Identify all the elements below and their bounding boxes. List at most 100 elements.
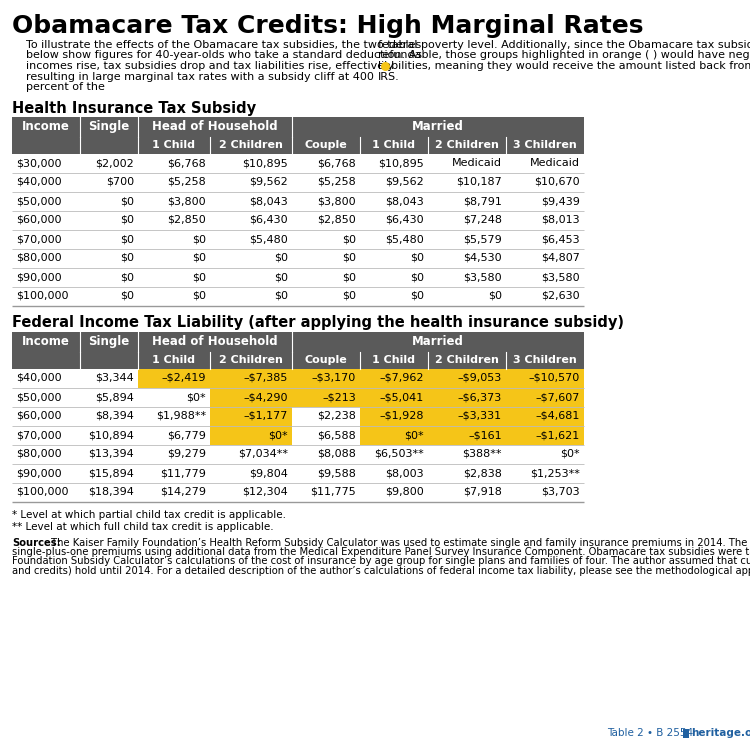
Text: $5,258: $5,258 [317, 177, 356, 187]
Text: $10,187: $10,187 [456, 177, 502, 187]
Text: $6,588: $6,588 [317, 430, 356, 440]
Text: $8,003: $8,003 [386, 468, 424, 478]
Text: $11,779: $11,779 [160, 468, 206, 478]
Text: $3,703: $3,703 [542, 487, 580, 497]
Text: $7,248: $7,248 [463, 215, 502, 225]
Bar [428, 388, 506, 406]
Text: –$3,170: –$3,170 [312, 373, 356, 383]
Text: Obamacare Tax Credits: High Marginal Rates: Obamacare Tax Credits: High Marginal Rat… [12, 14, 644, 38]
Text: 1 Child: 1 Child [373, 140, 416, 150]
Text: $8,013: $8,013 [542, 215, 580, 225]
Text: $80,000: $80,000 [16, 449, 62, 459]
Text: $9,800: $9,800 [386, 487, 424, 497]
Text: Head of Household: Head of Household [152, 120, 278, 133]
Text: $8,043: $8,043 [249, 196, 288, 206]
Text: $0*: $0* [268, 430, 288, 440]
Text: $3,800: $3,800 [167, 196, 206, 206]
Text: 1 Child: 1 Child [152, 355, 196, 365]
Text: single-plus-one premiums using additional data from the Medical Expenditure Pane: single-plus-one premiums using additiona… [12, 547, 750, 557]
Text: $10,894: $10,894 [88, 430, 134, 440]
Text: 3 Children: 3 Children [513, 355, 577, 365]
Text: $1,988**: $1,988** [156, 411, 206, 421]
Text: $6,768: $6,768 [317, 158, 356, 168]
Text: Health Insurance Tax Subsidy: Health Insurance Tax Subsidy [12, 100, 256, 115]
Text: $40,000: $40,000 [16, 373, 62, 383]
Text: $80,000: $80,000 [16, 253, 62, 263]
Text: –$4,681: –$4,681 [536, 411, 580, 421]
Text: –$10,570: –$10,570 [529, 373, 580, 383]
Text: federal poverty level. Additionally, since the Obamacare tax subsidy is: federal poverty level. Additionally, sin… [378, 40, 750, 50]
Bar [138, 368, 210, 388]
Text: and credits) hold until 2014. For a detailed description of the author’s calcula: and credits) hold until 2014. For a deta… [12, 566, 750, 576]
Text: –$7,962: –$7,962 [380, 373, 424, 383]
Text: $1,253**: $1,253** [530, 468, 580, 478]
Text: $60,000: $60,000 [16, 215, 62, 225]
Text: $0: $0 [274, 272, 288, 282]
Text: $3,344: $3,344 [95, 373, 134, 383]
Text: The Kaiser Family Foundation’s Health Reform Subsidy Calculator was used to esti: The Kaiser Family Foundation’s Health Re… [48, 537, 750, 548]
Text: –$7,385: –$7,385 [244, 373, 288, 383]
Text: * Level at which partial child tax credit is applicable.: * Level at which partial child tax credi… [12, 510, 286, 521]
Text: –$161: –$161 [468, 430, 502, 440]
Bar [210, 368, 292, 388]
Text: $9,279: $9,279 [167, 449, 206, 459]
Text: 2 Children: 2 Children [219, 140, 283, 150]
Text: $11,775: $11,775 [310, 487, 356, 497]
Text: –$6,373: –$6,373 [458, 392, 502, 402]
Text: $0: $0 [342, 253, 356, 263]
Text: refundable, those groups highlighted in orange ( ) would have negative tax: refundable, those groups highlighted in … [378, 51, 750, 60]
Text: $2,002: $2,002 [95, 158, 134, 168]
Bar [210, 406, 292, 426]
Bar [12, 117, 584, 136]
Text: Head of Household: Head of Household [152, 335, 278, 348]
Text: $18,394: $18,394 [88, 487, 134, 497]
Text: $0: $0 [192, 234, 206, 244]
Text: $6,430: $6,430 [386, 215, 424, 225]
Text: $15,894: $15,894 [88, 468, 134, 478]
Text: $6,768: $6,768 [167, 158, 206, 168]
Text: $40,000: $40,000 [16, 177, 62, 187]
Bar [210, 426, 292, 444]
Bar [428, 406, 506, 426]
Text: $6,779: $6,779 [167, 430, 206, 440]
Text: $50,000: $50,000 [16, 196, 62, 206]
Text: $60,000: $60,000 [16, 411, 62, 421]
Text: $100,000: $100,000 [16, 291, 68, 301]
Text: $0: $0 [342, 291, 356, 301]
Text: $0: $0 [342, 234, 356, 244]
Text: $9,588: $9,588 [317, 468, 356, 478]
Text: $700: $700 [106, 177, 134, 187]
Text: $0: $0 [488, 291, 502, 301]
Text: $8,043: $8,043 [386, 196, 424, 206]
Text: $6,453: $6,453 [542, 234, 580, 244]
Text: $388**: $388** [463, 449, 502, 459]
Bar [360, 406, 428, 426]
Text: $0: $0 [120, 215, 134, 225]
Text: below show figures for 40-year-olds who take a standard deduction. As: below show figures for 40-year-olds who … [26, 51, 422, 60]
Text: $2,850: $2,850 [167, 215, 206, 225]
Text: –$1,621: –$1,621 [536, 430, 580, 440]
Text: $0*: $0* [560, 449, 580, 459]
Text: $5,894: $5,894 [95, 392, 134, 402]
Text: –$5,041: –$5,041 [380, 392, 424, 402]
Text: Single: Single [88, 120, 130, 133]
Text: $9,804: $9,804 [249, 468, 288, 478]
Bar [12, 332, 584, 351]
Text: $6,503**: $6,503** [374, 449, 424, 459]
Text: –$2,419: –$2,419 [161, 373, 206, 383]
Text: $0: $0 [192, 253, 206, 263]
Text: IRS.: IRS. [378, 71, 400, 82]
Bar [428, 426, 506, 444]
Text: incomes rise, tax subsidies drop and tax liabilities rise, effectively: incomes rise, tax subsidies drop and tax… [26, 61, 394, 71]
Text: $0: $0 [410, 291, 424, 301]
Text: $0: $0 [410, 253, 424, 263]
Text: –$9,053: –$9,053 [458, 373, 502, 383]
Text: $5,480: $5,480 [386, 234, 424, 244]
Text: Married: Married [412, 120, 464, 133]
Bar [506, 368, 584, 388]
Text: 3 Children: 3 Children [513, 140, 577, 150]
Text: $0*: $0* [186, 392, 206, 402]
Text: $0: $0 [120, 291, 134, 301]
Text: $4,807: $4,807 [542, 253, 580, 263]
Text: $0*: $0* [404, 430, 424, 440]
